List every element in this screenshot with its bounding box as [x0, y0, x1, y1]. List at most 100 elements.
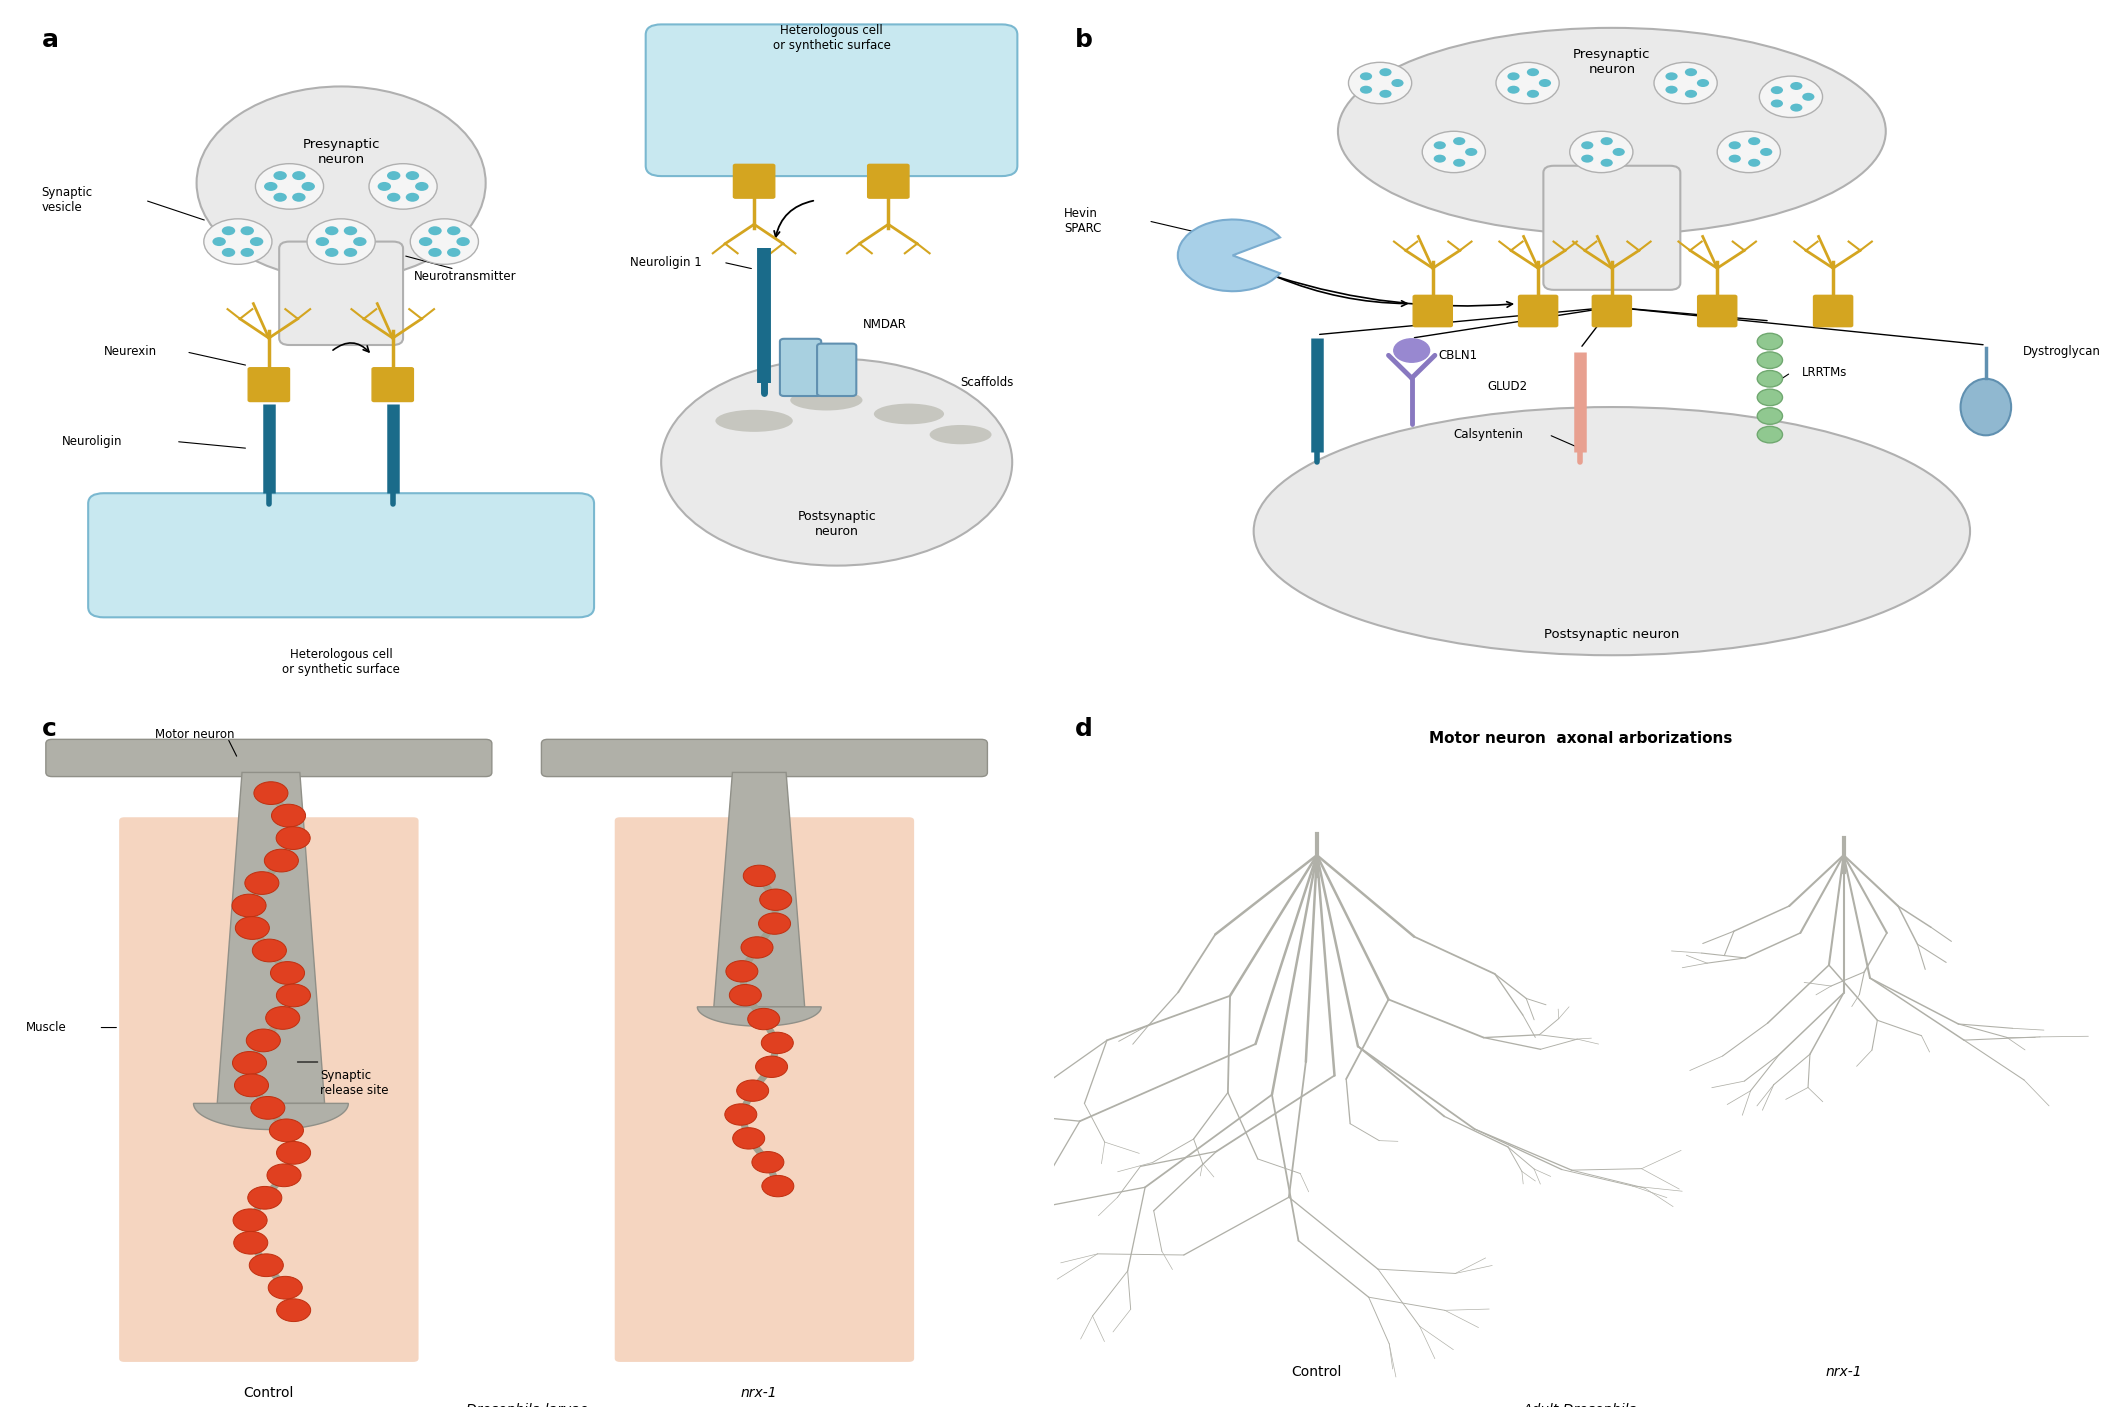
Text: Neurotransmitter: Neurotransmitter [413, 270, 516, 283]
Circle shape [1612, 148, 1624, 156]
Text: nrx-1: nrx-1 [1825, 1365, 1863, 1379]
Circle shape [1757, 390, 1783, 405]
Circle shape [744, 865, 775, 886]
Circle shape [293, 172, 306, 180]
Text: NMDAR: NMDAR [862, 318, 906, 331]
Ellipse shape [1254, 407, 1970, 656]
Text: Neurexin: Neurexin [103, 345, 156, 359]
FancyBboxPatch shape [541, 739, 988, 777]
Circle shape [270, 1119, 303, 1141]
Circle shape [272, 805, 306, 827]
Circle shape [1507, 72, 1519, 80]
Text: Postsynaptic neuron: Postsynaptic neuron [1544, 628, 1679, 642]
Text: Heterologous cell
or synthetic surface: Heterologous cell or synthetic surface [282, 649, 400, 677]
Text: Drosophila larvae: Drosophila larvae [466, 1403, 588, 1407]
Circle shape [388, 172, 400, 180]
Wedge shape [1178, 219, 1281, 291]
Circle shape [742, 937, 773, 958]
Circle shape [276, 827, 310, 850]
Polygon shape [697, 1007, 822, 1026]
Circle shape [1757, 426, 1783, 443]
Circle shape [253, 782, 289, 805]
Circle shape [737, 1081, 769, 1102]
Text: c: c [42, 718, 57, 741]
Circle shape [247, 1029, 280, 1052]
Text: Scaffolds: Scaffolds [961, 377, 1013, 390]
FancyBboxPatch shape [868, 165, 908, 198]
Circle shape [234, 1074, 268, 1097]
Circle shape [1391, 79, 1403, 87]
Circle shape [725, 1104, 756, 1126]
FancyBboxPatch shape [1593, 295, 1631, 326]
FancyBboxPatch shape [780, 339, 822, 395]
FancyBboxPatch shape [1519, 295, 1557, 326]
Circle shape [204, 219, 272, 265]
Circle shape [419, 238, 432, 246]
Circle shape [1359, 72, 1372, 80]
Ellipse shape [790, 390, 862, 411]
Circle shape [1496, 62, 1559, 104]
Circle shape [263, 850, 299, 872]
FancyBboxPatch shape [373, 367, 413, 401]
Circle shape [407, 172, 419, 180]
Ellipse shape [929, 425, 992, 445]
Circle shape [293, 193, 306, 201]
Circle shape [748, 1009, 780, 1030]
Circle shape [244, 872, 278, 895]
Circle shape [759, 913, 790, 934]
Circle shape [270, 961, 306, 985]
Circle shape [756, 1057, 788, 1078]
Circle shape [1770, 100, 1783, 107]
Circle shape [274, 193, 287, 201]
FancyBboxPatch shape [88, 494, 594, 618]
Text: Presynaptic
neuron: Presynaptic neuron [303, 138, 379, 166]
Circle shape [729, 985, 761, 1006]
Circle shape [1580, 141, 1593, 149]
Circle shape [301, 182, 314, 191]
Circle shape [221, 227, 236, 235]
Text: d: d [1075, 718, 1091, 741]
FancyBboxPatch shape [278, 242, 402, 345]
FancyBboxPatch shape [818, 343, 855, 395]
FancyBboxPatch shape [1814, 295, 1852, 326]
Circle shape [1454, 136, 1464, 145]
Circle shape [234, 1209, 268, 1231]
Circle shape [1696, 79, 1709, 87]
Circle shape [369, 163, 436, 210]
Circle shape [1791, 104, 1801, 111]
Circle shape [268, 1276, 301, 1299]
Circle shape [1654, 62, 1717, 104]
FancyBboxPatch shape [120, 817, 419, 1362]
Circle shape [1433, 155, 1445, 163]
Circle shape [276, 1141, 310, 1164]
Circle shape [1601, 136, 1612, 145]
Circle shape [249, 1254, 282, 1276]
Text: Control: Control [244, 1386, 295, 1400]
Circle shape [249, 1186, 282, 1209]
FancyBboxPatch shape [1414, 295, 1452, 326]
Circle shape [428, 248, 442, 257]
Circle shape [1757, 408, 1783, 425]
FancyBboxPatch shape [1698, 295, 1736, 326]
Circle shape [763, 1175, 794, 1197]
Circle shape [1770, 86, 1783, 94]
Circle shape [253, 938, 287, 962]
Circle shape [1464, 148, 1477, 156]
Circle shape [447, 227, 461, 235]
Circle shape [213, 238, 225, 246]
Text: Calsyntenin: Calsyntenin [1454, 428, 1523, 442]
Circle shape [1749, 136, 1759, 145]
Text: Motor neuron  axonal arborizations: Motor neuron axonal arborizations [1429, 732, 1732, 746]
Circle shape [1759, 148, 1772, 156]
Text: Adult Drosophila: Adult Drosophila [1523, 1403, 1637, 1407]
FancyBboxPatch shape [733, 165, 775, 198]
Circle shape [232, 1051, 268, 1075]
Circle shape [428, 227, 442, 235]
Text: Presynaptic
neuron: Presynaptic neuron [1574, 48, 1650, 76]
Circle shape [265, 1006, 299, 1030]
Circle shape [343, 227, 358, 235]
Circle shape [1528, 68, 1538, 76]
Circle shape [407, 193, 419, 201]
Text: Synaptic
release site: Synaptic release site [320, 1069, 390, 1096]
Circle shape [354, 238, 367, 246]
